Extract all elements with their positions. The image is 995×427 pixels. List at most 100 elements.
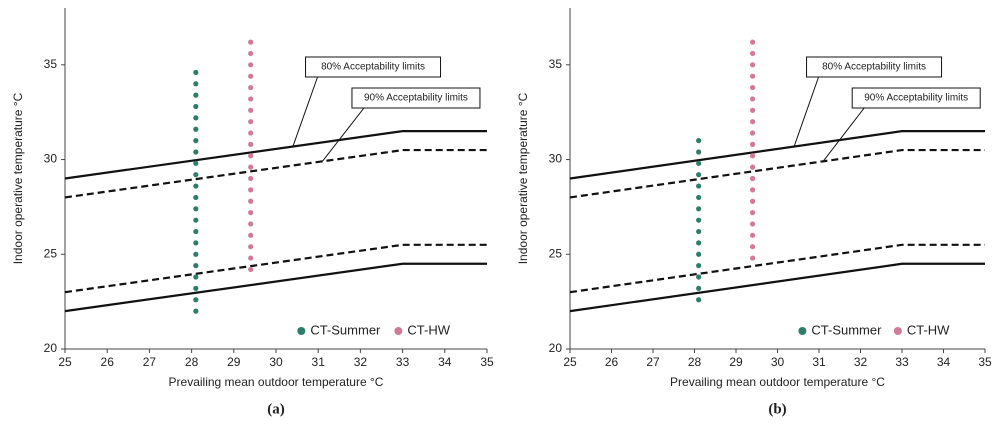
limit-line bbox=[64, 148, 487, 199]
point bbox=[193, 263, 199, 269]
point bbox=[750, 175, 756, 182]
point bbox=[248, 164, 254, 170]
point bbox=[750, 210, 756, 216]
annotation-box bbox=[351, 87, 481, 109]
y-tick-label: 30 bbox=[44, 152, 58, 166]
point bbox=[750, 107, 756, 113]
legend-marker bbox=[798, 327, 807, 335]
limit-line bbox=[64, 130, 487, 180]
point bbox=[696, 217, 702, 223]
x-tick-label: 28 bbox=[688, 355, 702, 369]
point bbox=[696, 251, 702, 257]
x-tick-label: 28 bbox=[185, 355, 199, 369]
leader-line bbox=[793, 76, 820, 147]
point bbox=[696, 240, 702, 246]
point bbox=[696, 297, 702, 303]
annotation: 90% Acceptability limits bbox=[364, 93, 468, 104]
point bbox=[193, 217, 199, 223]
x-tick-label: 34 bbox=[937, 355, 951, 369]
y-tick-label: 35 bbox=[44, 57, 58, 71]
point bbox=[193, 274, 199, 280]
annotation: 80% Acceptability limits bbox=[822, 62, 926, 73]
x-tick-label: 34 bbox=[438, 355, 452, 369]
point bbox=[193, 251, 199, 257]
point bbox=[696, 194, 702, 201]
point bbox=[750, 39, 756, 45]
point bbox=[193, 160, 199, 166]
point bbox=[248, 39, 254, 45]
legend-label: CT-Summer bbox=[811, 322, 882, 337]
y-tick-label: 25 bbox=[549, 246, 563, 260]
x-tick-label: 30 bbox=[771, 355, 785, 369]
y-axis-label: Indoor operative temperature °C bbox=[11, 92, 25, 264]
x-tick-label: 26 bbox=[101, 355, 115, 369]
y-tick-label: 25 bbox=[44, 246, 58, 260]
point bbox=[193, 172, 199, 178]
point bbox=[193, 183, 199, 189]
point bbox=[193, 92, 199, 98]
x-tick-label: 25 bbox=[58, 355, 72, 369]
panel-label: (b) bbox=[768, 401, 786, 417]
point bbox=[750, 73, 756, 79]
x-tick-label: 31 bbox=[812, 355, 826, 369]
point bbox=[248, 244, 254, 250]
limit-line bbox=[64, 243, 487, 294]
point bbox=[750, 130, 756, 136]
point bbox=[750, 255, 756, 261]
point bbox=[193, 138, 199, 144]
leader-line bbox=[322, 107, 365, 162]
limit-line bbox=[64, 262, 487, 313]
legend-marker bbox=[394, 327, 403, 335]
leader-line bbox=[292, 76, 319, 147]
point bbox=[248, 141, 254, 147]
point bbox=[248, 175, 254, 182]
point bbox=[696, 149, 702, 155]
x-tick-label: 33 bbox=[895, 355, 909, 369]
panel-label: (a) bbox=[267, 401, 285, 417]
y-tick-label: 30 bbox=[549, 152, 563, 166]
point bbox=[193, 308, 199, 314]
point bbox=[750, 50, 756, 57]
limit-line bbox=[569, 243, 985, 294]
point bbox=[750, 141, 756, 147]
point bbox=[750, 96, 756, 102]
point bbox=[696, 285, 702, 291]
point bbox=[696, 183, 702, 189]
point bbox=[193, 297, 199, 303]
point bbox=[696, 138, 702, 144]
annotation: 80% Acceptability limits bbox=[321, 62, 425, 73]
point bbox=[248, 96, 254, 102]
limit-line bbox=[569, 130, 985, 180]
point bbox=[193, 194, 199, 201]
point bbox=[193, 228, 199, 235]
y-axis-label: Indoor operative temperature °C bbox=[516, 92, 530, 264]
legend-label: CT-HW bbox=[907, 322, 950, 337]
point bbox=[193, 149, 199, 155]
point bbox=[248, 62, 254, 68]
point bbox=[248, 107, 254, 113]
x-tick-label: 32 bbox=[854, 355, 868, 369]
point bbox=[193, 206, 199, 212]
x-tick-label: 32 bbox=[354, 355, 368, 369]
point bbox=[696, 263, 702, 269]
y-tick-label: 20 bbox=[549, 341, 563, 355]
point bbox=[248, 84, 254, 91]
limit-line bbox=[569, 148, 985, 199]
annotation-box bbox=[806, 56, 943, 78]
limit-line bbox=[569, 262, 985, 313]
x-tick-label: 33 bbox=[396, 355, 410, 369]
point bbox=[248, 221, 254, 227]
point bbox=[248, 153, 254, 159]
x-tick-label: 30 bbox=[269, 355, 283, 369]
point bbox=[750, 232, 756, 238]
point bbox=[696, 160, 702, 166]
point bbox=[696, 274, 702, 280]
point bbox=[248, 73, 254, 79]
point bbox=[750, 198, 756, 204]
point bbox=[750, 84, 756, 91]
legend-label: CT-Summer bbox=[310, 322, 381, 337]
x-tick-label: 35 bbox=[978, 355, 992, 369]
point bbox=[193, 69, 199, 76]
legend-label: CT-HW bbox=[407, 322, 450, 337]
